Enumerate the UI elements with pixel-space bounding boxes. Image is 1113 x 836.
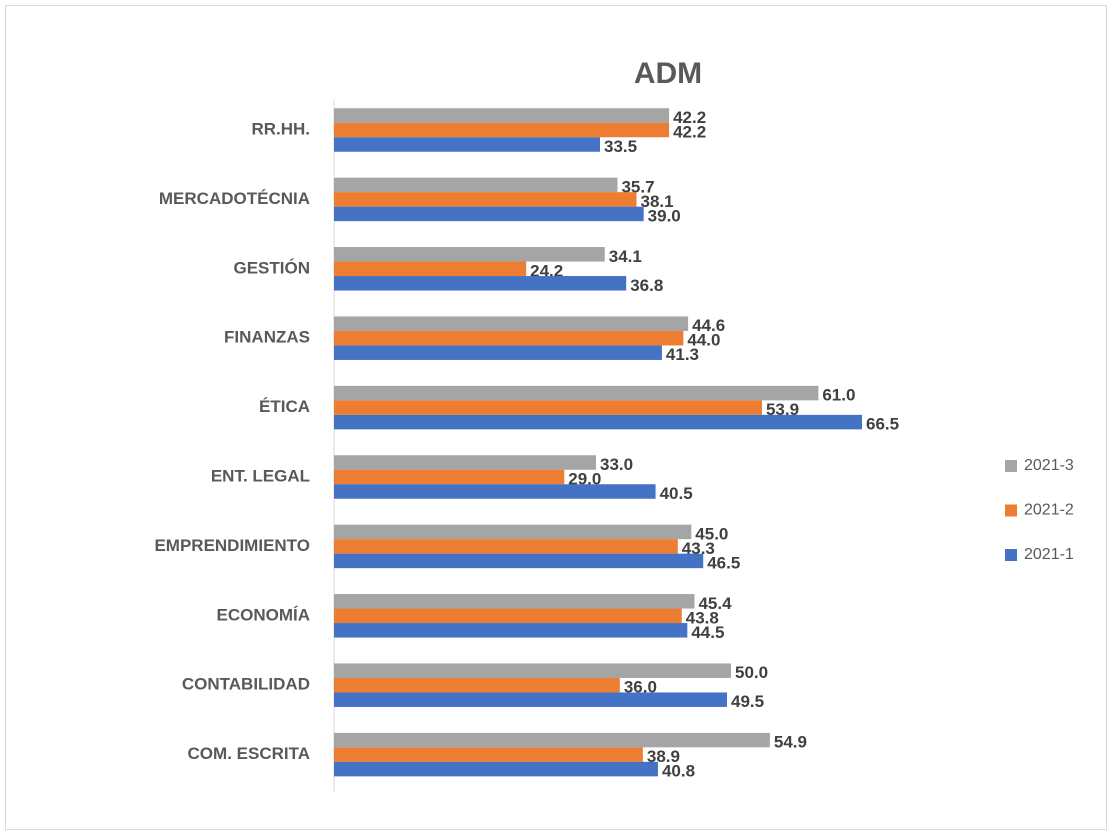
category-label: EMPRENDIMIENTO <box>154 536 310 555</box>
bar <box>334 692 728 707</box>
bar <box>334 177 618 193</box>
bar <box>334 539 678 554</box>
data-label: 39.0 <box>648 206 681 225</box>
category-label: CONTABILIDAD <box>182 675 310 694</box>
bar <box>334 247 605 262</box>
category-label: FINANZAS <box>224 328 310 347</box>
data-label: 61.0 <box>822 386 855 405</box>
bar <box>334 732 770 748</box>
bar <box>334 330 684 346</box>
bar <box>334 385 819 401</box>
bar <box>334 122 670 138</box>
data-label: 44.6 <box>692 316 725 335</box>
category-label: COM. ESCRITA <box>188 744 310 763</box>
bar <box>334 663 731 678</box>
bar <box>334 414 863 430</box>
data-label: 41.3 <box>666 345 699 364</box>
bar <box>334 553 704 569</box>
bar <box>334 747 643 762</box>
bar <box>334 400 762 415</box>
chart-title: ADM <box>634 57 702 90</box>
bar <box>334 261 527 277</box>
data-label: 44.0 <box>687 331 720 350</box>
bar <box>334 484 656 499</box>
bar <box>334 137 600 152</box>
category-label: ÉTICA <box>259 397 310 416</box>
data-label: 38.9 <box>647 747 680 766</box>
data-label: 53.9 <box>766 400 799 419</box>
bar <box>334 524 692 540</box>
data-label: 29.0 <box>568 469 601 488</box>
data-label: 40.5 <box>660 484 693 503</box>
bar <box>334 192 637 207</box>
data-label: 43.8 <box>686 608 719 627</box>
bar <box>334 276 627 291</box>
category-label: MERCADOTÉCNIA <box>159 189 310 208</box>
bar <box>334 108 670 123</box>
bar <box>334 455 597 470</box>
bar <box>334 761 658 777</box>
bar <box>334 623 688 638</box>
legend-swatch <box>1005 549 1017 561</box>
data-label: 24.2 <box>530 261 563 280</box>
legend-swatch <box>1005 504 1017 517</box>
bar <box>334 206 644 222</box>
data-label: 66.5 <box>866 415 899 434</box>
bar <box>334 345 662 360</box>
data-label: 40.8 <box>662 762 695 781</box>
data-label: 33.5 <box>604 137 637 156</box>
data-label: 45.4 <box>698 594 732 613</box>
legend-swatch <box>1005 460 1017 472</box>
data-label: 38.1 <box>641 192 674 211</box>
bar <box>334 608 682 624</box>
data-label: 45.0 <box>695 524 728 543</box>
legend-label: 2021-2 <box>1024 502 1074 519</box>
bar <box>334 677 620 693</box>
data-label: 36.0 <box>624 678 657 697</box>
legend-label: 2021-1 <box>1024 546 1074 563</box>
category-label: RR.HH. <box>251 119 310 138</box>
bar <box>334 316 689 331</box>
data-label: 46.5 <box>707 553 740 572</box>
data-label: 49.5 <box>731 692 764 711</box>
category-label: ECONOMÍA <box>217 605 311 624</box>
legend-label: 2021-3 <box>1024 457 1074 474</box>
data-label: 43.3 <box>682 539 715 558</box>
data-label: 35.7 <box>621 177 654 196</box>
category-label: ENT. LEGAL <box>211 466 310 485</box>
data-label: 33.0 <box>600 455 633 474</box>
data-label: 42.2 <box>673 122 706 141</box>
data-label: 50.0 <box>735 663 768 682</box>
bar <box>334 594 695 609</box>
data-label: 42.2 <box>673 108 706 127</box>
data-label: 36.8 <box>630 276 663 295</box>
data-label: 44.5 <box>691 623 724 642</box>
data-label: 54.9 <box>774 733 807 752</box>
bar <box>334 469 565 485</box>
data-label: 34.1 <box>609 247 642 266</box>
category-label: GESTIÓN <box>233 258 310 277</box>
